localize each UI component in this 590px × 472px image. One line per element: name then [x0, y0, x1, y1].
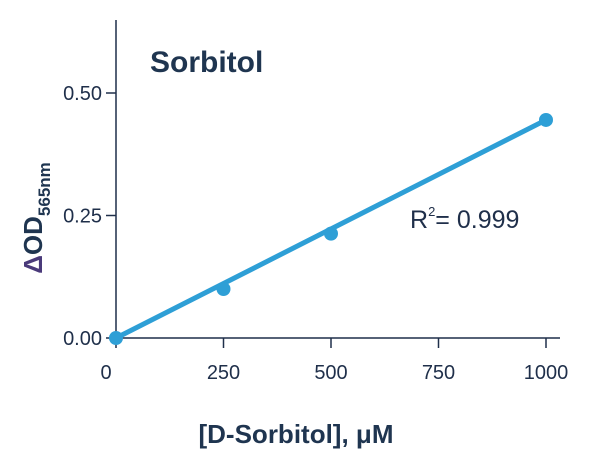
y-axis-main: OD	[18, 216, 48, 255]
r-squared-superscript: 2	[428, 204, 435, 219]
r-squared-base: R	[410, 206, 428, 234]
x-tick-label: 750	[422, 362, 455, 384]
r-squared-value: = 0.999	[435, 206, 519, 234]
x-axis-title: [D-Sorbitol], μM	[199, 419, 394, 449]
axes	[115, 20, 560, 339]
x-tick-label: 500	[314, 362, 347, 384]
y-axis-title: ΔOD565nm	[18, 162, 54, 274]
x-tick-label: 250	[207, 362, 240, 384]
data-point	[539, 112, 553, 127]
r-squared-annotation: R2= 0.999	[410, 204, 519, 234]
y-tick-label: 0.25	[63, 206, 102, 228]
data-point	[324, 226, 338, 241]
x-tick-label: 0	[100, 362, 111, 384]
chart-title: Sorbitol	[150, 46, 263, 79]
y-ticks: 0.00 0.25 0.50	[63, 83, 116, 350]
y-axis-subscript: 565nm	[35, 162, 54, 216]
data-point	[216, 282, 231, 296]
y-axis-delta: Δ	[18, 255, 48, 274]
x-tick-label: 1000	[524, 362, 569, 384]
x-ticks: 0 250 500 750 1000	[100, 338, 568, 384]
y-tick-label: 0.00	[63, 328, 102, 350]
plot-area	[109, 112, 553, 345]
data-point	[109, 331, 123, 345]
y-tick-label: 0.50	[63, 83, 102, 105]
